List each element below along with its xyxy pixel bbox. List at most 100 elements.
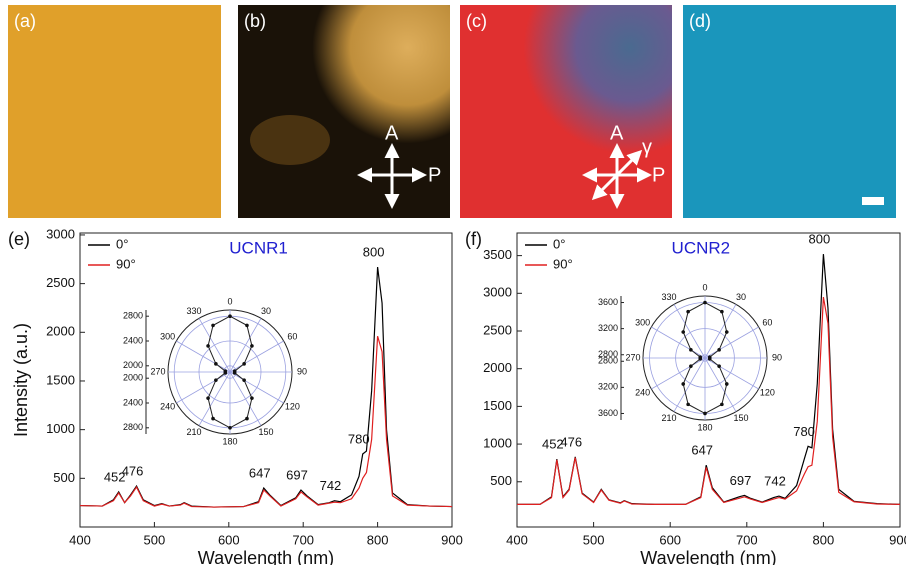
r-tick-label: 2800 [123,311,143,321]
polar-point [214,362,218,366]
polarizer-arrows [357,143,652,209]
polar-spoke [651,357,706,390]
theta-label: 240 [635,387,650,397]
y-tick-label: 3000 [46,226,75,241]
polar-point [250,396,254,400]
peak-label: 800 [809,232,831,247]
theta-label: 330 [186,306,201,316]
panel-label: (d) [689,11,711,31]
polar-spoke [651,326,706,359]
r-tick-label: 3200 [598,382,618,392]
r-tick-label: 3600 [598,297,618,307]
theta-label: 180 [697,422,712,432]
y-axis-label: Intensity (a.u.) [11,323,31,437]
polar-point [698,355,703,359]
polar-point [681,382,686,386]
polar-point [720,309,724,314]
x-tick-label: 700 [736,532,758,547]
x-tick-label: 800 [367,532,389,547]
r-tick-label: 2400 [123,397,143,407]
theta-label: 120 [760,387,775,397]
peak-label: 452 [542,437,564,452]
peak-label: 780 [348,431,370,446]
polar-point [681,330,686,334]
micrograph [8,5,221,218]
image-panels [8,5,896,218]
polar-point [717,364,721,368]
polar-point [214,378,218,382]
theta-label: 90 [772,352,782,362]
polar-point [724,382,729,386]
polar-point [250,344,254,348]
theta-label: 120 [285,401,300,411]
theta-label: 270 [625,352,640,362]
y-tick-label: 3500 [483,247,512,262]
r-tick-label: 2800 [598,356,618,366]
theta-label: 30 [736,292,746,302]
theta-label: 300 [635,317,650,327]
y-tick-label: 1000 [46,421,75,436]
legend-label: 90° [116,256,136,271]
polar-point [689,348,693,352]
polar-spoke [198,318,231,373]
r-tick-label: 3200 [598,323,618,333]
y-tick-label: 2000 [46,324,75,339]
y-tick-label: 2500 [46,275,75,290]
peak-label: 742 [764,474,786,489]
r-tick-label: 2000 [123,373,143,383]
polar-spoke [229,371,284,404]
theta-label: 150 [258,427,273,437]
theta-label: 0 [227,296,232,306]
x-tick-label: 600 [659,532,681,547]
polar-spoke [673,304,706,359]
theta-label: 30 [261,306,271,316]
arrow-label: A [610,122,624,144]
y-tick-label: 500 [490,473,512,488]
peak-label: 647 [691,443,713,458]
r-tick-label: 2400 [123,335,143,345]
peak-label: 780 [793,424,815,439]
polar-spoke [229,371,262,426]
theta-label: 210 [661,413,676,423]
polar-point [211,323,215,328]
spectrum-line [79,336,453,508]
chart-title: UCNR1 [229,238,288,257]
x-tick-label: 700 [292,532,314,547]
y-tick-label: 2500 [483,322,512,337]
legend-label: 0° [116,236,128,251]
theta-label: 300 [160,331,175,341]
polar-point [206,396,210,400]
polar-point [703,300,707,305]
polar-point [211,416,215,421]
peak-label: 647 [249,465,271,480]
polar-spoke [704,304,737,359]
polar-spoke [704,357,759,390]
panel-label: (f) [465,229,482,249]
micrograph-bright [250,115,330,165]
polar-spoke [229,340,284,373]
plot-frame [79,232,453,528]
arrow-label: γ [642,136,652,158]
plot-frame [516,232,901,528]
theta-label: 180 [222,436,237,446]
polar-spoke [198,371,231,426]
chart-title: UCNR2 [672,238,731,257]
arrow-label: A [385,122,399,144]
x-axis-label: Wavelength (nm) [198,548,334,565]
theta-label: 150 [733,413,748,423]
polar-point [223,369,228,373]
polar-spoke [673,357,706,412]
peak-label: 697 [286,467,308,482]
theta-label: 60 [287,331,297,341]
theta-label: 60 [762,317,772,327]
polar-spoke [704,357,737,412]
y-tick-label: 3000 [483,285,512,300]
polar-spoke [704,326,759,359]
panel-label: (c) [466,11,487,31]
polar-point [720,402,724,407]
micrograph-bright [238,5,450,218]
y-tick-label: 1000 [483,436,512,451]
peak-label: 476 [560,434,582,449]
polar-point [242,378,246,382]
peak-label: 697 [730,473,752,488]
